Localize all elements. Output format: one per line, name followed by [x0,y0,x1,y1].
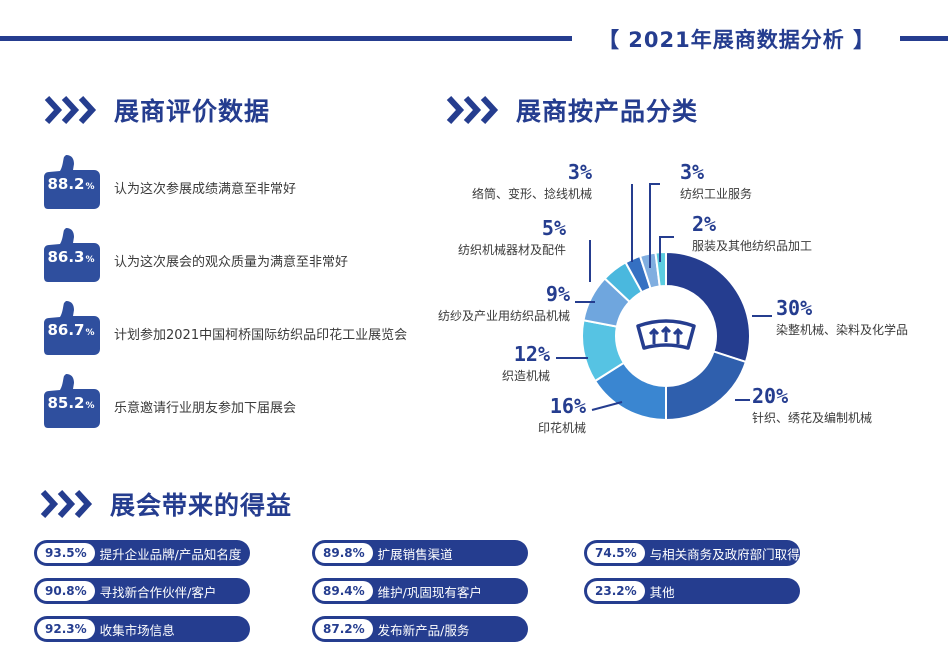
benefit-text: 寻找新合作伙伴/客户 [99,584,217,600]
evaluation-text: 计划参加2021中国柯桥国际纺织品印花工业展览会 [114,328,408,343]
benefit-value: 74.5% [587,543,645,563]
header-rule-left [0,36,572,41]
pie-label-category: 纺织机械器材及配件 [457,243,566,257]
header-rule-right [900,36,948,41]
evaluation-item: 86.3% 认为这次展会的观众质量为满意至非常好 [42,226,442,282]
leader-line [659,236,674,262]
pie-label-percent: 3% [567,160,592,184]
pie-label-category: 针织、绣花及编制机械 [752,411,873,425]
pie-label-percent: 2% [692,212,717,236]
thumbs-up-icon [44,301,100,355]
triple-chevron-icon [40,489,93,519]
leader-line [649,183,660,268]
pie-label-category: 织造机械 [501,369,550,383]
pie-label-percent: 20% [752,384,789,408]
pie-label-percent: 5% [541,216,566,240]
pie-label-percent: 16% [549,394,586,418]
evaluation-value: 88.2% [47,175,95,193]
triple-chevron-icon [446,95,499,125]
evaluation-value: 85.2% [47,394,95,412]
benefit-value: 23.2% [587,581,645,601]
pie-label: 20% 针织、绣花及编制机械 [752,384,872,426]
benefit-value: 89.8% [315,543,373,563]
section-title-benefits: 展会带来的得益 [40,486,292,522]
benefit-text: 扩展销售渠道 [377,546,453,562]
pie-label-percent: 12% [513,342,550,366]
evaluation-value: 86.3% [47,248,95,266]
benefit-text: 收集市场信息 [99,622,175,638]
benefit-text: 维护/巩固现有客户 [377,584,482,600]
pie-label: 30% 染整机械、染料及化学品 [776,296,908,338]
evaluation-value: 86.7% [47,321,95,339]
pie-label: 9% 纺纱及产业用纺织品机械 [438,282,570,324]
pie-label-category: 服装及其他纺织品加工 [692,239,813,253]
evaluation-item: 85.2% 乐意邀请行业朋友参加下届展会 [42,372,442,428]
benefit-text: 提升企业品牌/产品知名度 [99,546,242,562]
section-title-text: 展商按产品分类 [516,97,699,126]
evaluation-text: 乐意邀请行业朋友参加下届展会 [114,401,297,416]
section-title-text: 展商评价数据 [114,97,271,126]
benefit-value: 90.8% [37,581,95,601]
pie-label-percent: 3% [680,160,705,184]
benefit-text: 与相关商务及政府部门取得联 [649,546,800,562]
defrost-icon [616,286,716,386]
pie-label: 3% 纺织工业服务 [680,160,752,202]
pie-label: 2% 服装及其他纺织品加工 [692,212,812,254]
benefit-item: 74.5% 与相关商务及政府部门取得联 [584,540,800,566]
pie-label: 16% 印花机械 [538,394,586,436]
evaluation-text: 认为这次展会的观众质量为满意至非常好 [114,255,349,270]
benefit-value: 92.3% [37,619,95,639]
report-title: 【 2021年展商数据分析 】 [598,28,876,52]
pie-label-category: 纺织工业服务 [680,187,753,201]
pie-label-category: 络筒、变形、捻线机械 [471,187,592,201]
pie-label-category: 染整机械、染料及化学品 [776,323,909,337]
thumbs-up-icon [44,155,100,209]
benefit-item: 23.2% 其他 [584,578,800,604]
evaluation-item: 86.7% 计划参加2021中国柯桥国际纺织品印花工业展览会 [42,299,442,355]
pie-label: 12% 织造机械 [502,342,550,384]
benefit-item: 90.8% 寻找新合作伙伴/客户 [34,578,250,604]
evaluation-text: 认为这次参展成绩满意至非常好 [114,182,297,197]
section-title-category: 展商按产品分类 [446,92,698,128]
section-title-text: 展会带来的得益 [110,491,293,520]
thumbs-up-icon [44,228,100,282]
benefit-text: 发布新产品/服务 [377,622,470,638]
section-title-evaluation: 展商评价数据 [44,92,270,128]
benefit-item: 89.8% 扩展销售渠道 [312,540,528,566]
triple-chevron-icon [44,95,97,125]
benefit-value: 89.4% [315,581,373,601]
evaluation-item: 88.2% 认为这次参展成绩满意至非常好 [42,153,442,209]
thumbs-up-icon [44,374,100,428]
pie-label: 5% 纺织机械器材及配件 [458,216,566,258]
pie-label-category: 印花机械 [537,421,586,435]
benefit-text: 其他 [649,584,675,600]
pie-label-category: 纺纱及产业用纺织品机械 [437,309,570,323]
benefit-item: 92.3% 收集市场信息 [34,616,250,642]
benefit-value: 87.2% [315,619,373,639]
pie-label: 3% 络筒、变形、捻线机械 [472,160,592,202]
pie-label-percent: 9% [545,282,570,306]
benefit-item: 93.5% 提升企业品牌/产品知名度 [34,540,250,566]
benefit-value: 93.5% [37,543,95,563]
leader-line [591,401,623,411]
benefit-item: 87.2% 发布新产品/服务 [312,616,528,642]
benefit-item: 89.4% 维护/巩固现有客户 [312,578,528,604]
pie-label-percent: 30% [776,296,813,320]
